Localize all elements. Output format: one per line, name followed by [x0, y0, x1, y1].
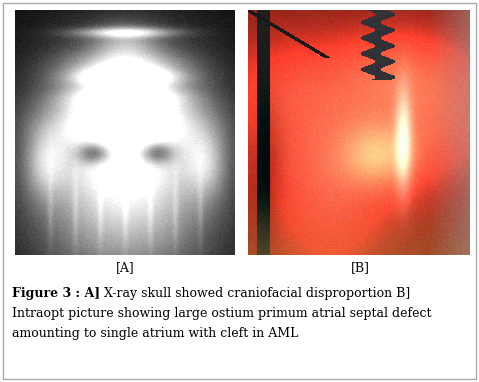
Text: amounting to single atrium with cleft in AML: amounting to single atrium with cleft in…	[12, 327, 298, 340]
Text: Figure 3 : A]: Figure 3 : A]	[12, 287, 100, 300]
Text: Intraopt picture showing large ostium primum atrial septal defect: Intraopt picture showing large ostium pr…	[12, 307, 432, 320]
Text: [A]: [A]	[115, 262, 135, 275]
Text: X-ray skull showed craniofacial disproportion B]: X-ray skull showed craniofacial dispropo…	[100, 287, 411, 300]
Text: [B]: [B]	[351, 262, 369, 275]
